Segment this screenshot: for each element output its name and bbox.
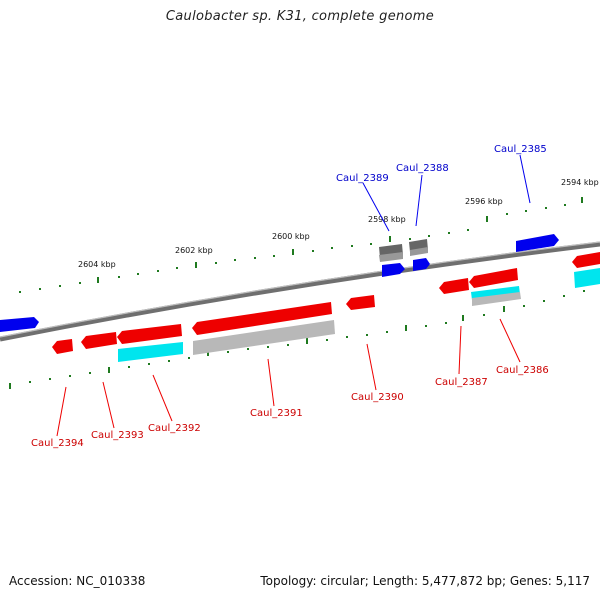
tick-ring-lower xyxy=(9,290,585,389)
leader-line xyxy=(366,343,377,391)
tick-major xyxy=(195,262,197,268)
cds-block xyxy=(471,286,520,300)
tick-label: 2604 kbp xyxy=(78,260,116,269)
tick-major xyxy=(97,277,99,283)
leader-line xyxy=(56,386,67,437)
leader-lines xyxy=(56,154,531,437)
gene-arrow-caul-2389[interactable] xyxy=(382,263,405,277)
gene-label-caul-2386: Caul_2386 xyxy=(496,365,549,376)
gene-arrow-caul-2393[interactable] xyxy=(81,332,117,349)
rna-block xyxy=(193,320,335,355)
gene-label-caul-2385: Caul_2385 xyxy=(494,144,547,155)
tick-major xyxy=(108,367,110,373)
genome-summary-text: Topology: circular; Length: 5,477,872 bp… xyxy=(260,574,590,588)
gene-arrow-caul-2394[interactable] xyxy=(52,339,73,354)
forward-genes xyxy=(0,234,559,332)
gene-label-caul-2389: Caul_2389 xyxy=(336,173,389,184)
tick-major xyxy=(462,315,464,321)
gene-arrow-caul-2386[interactable] xyxy=(469,268,518,288)
cds-block xyxy=(118,342,183,362)
genome-backbone-highlight xyxy=(0,241,600,338)
tick-major xyxy=(486,216,488,222)
reverse-genes xyxy=(52,252,600,354)
tick-major xyxy=(405,325,407,331)
gene-arrow-caul-2392[interactable] xyxy=(117,324,182,344)
forward-features xyxy=(379,239,428,262)
rna-block xyxy=(472,292,521,306)
tick-label: 2596 kbp xyxy=(465,197,503,206)
tick-label: 2602 kbp xyxy=(175,246,213,255)
leader-line xyxy=(102,381,115,429)
gene-labels: Caul_2389 Caul_2388 Caul_2385 Caul_2394 … xyxy=(31,144,549,449)
gene-label-caul-2388: Caul_2388 xyxy=(396,163,449,174)
gene-label-caul-2394: Caul_2394 xyxy=(31,438,84,449)
tick-major xyxy=(207,350,209,356)
tick-major xyxy=(581,197,583,203)
cds-block xyxy=(574,268,600,288)
leader-line xyxy=(499,318,521,363)
gene-label-caul-2392: Caul_2392 xyxy=(148,423,201,434)
tick-ring-upper xyxy=(19,197,583,293)
gene-arrow-caul-2388[interactable] xyxy=(413,258,430,271)
gene-arrow-caul-2390[interactable] xyxy=(346,295,375,310)
leader-line xyxy=(458,325,462,375)
tick-major xyxy=(9,383,11,389)
leader-line xyxy=(415,174,423,227)
tick-major xyxy=(389,236,391,242)
genome-backbone xyxy=(0,241,600,342)
gene-arrow-reverse[interactable] xyxy=(572,252,600,268)
gene-arrow-caul-2391[interactable] xyxy=(192,302,332,335)
map-title: Caulobacter sp. K31, complete genome xyxy=(165,9,435,24)
reverse-features xyxy=(118,268,600,362)
feature-block xyxy=(410,247,428,256)
tick-major xyxy=(292,249,294,255)
tick-label: 2598 kbp xyxy=(368,215,406,224)
tick-major xyxy=(306,338,308,344)
gene-arrow-caul-2385[interactable] xyxy=(516,234,559,252)
gene-label-caul-2391: Caul_2391 xyxy=(250,408,303,419)
leader-line xyxy=(152,374,173,422)
accession-text: Accession: NC_010338 xyxy=(9,574,146,588)
tick-label: 2600 kbp xyxy=(272,232,310,241)
feature-block xyxy=(379,252,403,262)
leader-line xyxy=(362,182,390,232)
gene-arrow-forward[interactable] xyxy=(0,317,39,332)
gene-label-caul-2390: Caul_2390 xyxy=(351,392,404,403)
gene-label-caul-2393: Caul_2393 xyxy=(91,430,144,441)
tick-major xyxy=(503,306,505,312)
leader-line xyxy=(267,358,275,407)
tick-label: 2594 kbp xyxy=(561,178,599,187)
gene-label-caul-2387: Caul_2387 xyxy=(435,377,488,388)
leader-line xyxy=(519,154,531,204)
gene-arrow-caul-2387[interactable] xyxy=(439,278,469,294)
tick-labels: 2604 kbp 2602 kbp 2600 kbp 2598 kbp 2596… xyxy=(78,178,599,269)
